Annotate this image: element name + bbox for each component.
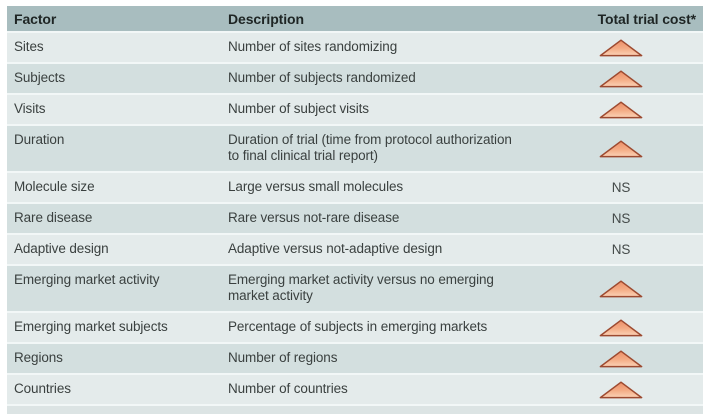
cost-cell — [553, 349, 703, 368]
factor-cell: Duration — [14, 132, 65, 147]
cost-increase-triangle-icon — [599, 279, 643, 297]
table-row-emerging-market-activity: Emerging market activity Emerging market… — [7, 264, 703, 311]
cost-increase-triangle-icon — [599, 69, 643, 87]
description-cell: Number of subjects randomized — [228, 70, 416, 85]
cost-cell: NS — [553, 180, 703, 196]
cost-cell — [553, 318, 703, 337]
factor-cell: Molecule size — [14, 179, 95, 194]
factor-cell: Adaptive design — [14, 241, 109, 256]
cost-cell — [553, 139, 703, 158]
table-row-emerging-market-subjects: Emerging market subjects Percentage of s… — [7, 311, 703, 342]
cost-cell — [553, 100, 703, 119]
description-cell: Adaptive versus not-adaptive design — [228, 241, 443, 256]
factor-cell: Subjects — [14, 70, 65, 85]
description-cell: Number of sites randomizing — [228, 39, 398, 54]
cost-ns-label: NS — [611, 179, 631, 195]
cost-increase-triangle-icon — [599, 139, 643, 157]
description-cell: Large versus small molecules — [228, 179, 404, 194]
column-header-factor: Factor — [14, 10, 57, 27]
cost-ns-label: NS — [611, 210, 631, 226]
table-body: Sites Number of sites randomizing Subjec… — [7, 31, 703, 404]
table-row-duration: Duration Duration of trial (time from pr… — [7, 124, 703, 171]
cost-increase-triangle-icon — [599, 318, 643, 336]
table-header-row: Factor Description Total trial cost* — [7, 6, 703, 31]
column-header-description: Description — [228, 10, 304, 27]
factor-cell: Visits — [14, 101, 46, 116]
cost-factors-table: Factor Description Total trial cost* Sit… — [7, 6, 703, 414]
factor-cell: Emerging market activity — [14, 272, 160, 287]
table-row-rare-disease: Rare disease Rare versus not-rare diseas… — [7, 202, 703, 233]
cost-increase-triangle-icon — [599, 38, 643, 56]
description-cell: Number of regions — [228, 350, 338, 365]
factor-cell: Regions — [14, 350, 63, 365]
factor-cell: Emerging market subjects — [14, 319, 168, 334]
cost-increase-triangle-icon — [599, 380, 643, 398]
factor-cell: Countries — [14, 381, 71, 396]
table-row-sites: Sites Number of sites randomizing — [7, 31, 703, 62]
description-cell: Duration of trial (time from protocol au… — [228, 132, 512, 163]
table-row-subjects: Subjects Number of subjects randomized — [7, 62, 703, 93]
cost-cell — [553, 38, 703, 57]
description-cell: Emerging market activity versus no emerg… — [228, 272, 494, 303]
table-row-regions: Regions Number of regions — [7, 342, 703, 373]
cost-cell — [553, 279, 703, 298]
description-cell: Rare versus not-rare disease — [228, 210, 400, 225]
factor-cell: Sites — [14, 39, 44, 54]
table-row-visits: Visits Number of subject visits — [7, 93, 703, 124]
cost-cell: NS — [553, 242, 703, 258]
factor-cell: Rare disease — [14, 210, 93, 225]
table-row-countries: Countries Number of countries — [7, 373, 703, 404]
cost-cell: NS — [553, 211, 703, 227]
table-row-molecule-size: Molecule size Large versus small molecul… — [7, 171, 703, 202]
cost-increase-triangle-icon — [599, 100, 643, 118]
cost-increase-triangle-icon — [599, 349, 643, 367]
description-cell: Percentage of subjects in emerging marke… — [228, 319, 488, 334]
description-cell: Number of subject visits — [228, 101, 369, 116]
cost-ns-label: NS — [611, 241, 631, 257]
column-header-total-trial-cost: Total trial cost* — [597, 10, 697, 27]
description-cell: Number of countries — [228, 381, 348, 396]
table-row-adaptive-design: Adaptive design Adaptive versus not-adap… — [7, 233, 703, 264]
table-footer-bar — [7, 404, 703, 414]
cost-cell — [553, 380, 703, 399]
cost-cell — [553, 69, 703, 88]
